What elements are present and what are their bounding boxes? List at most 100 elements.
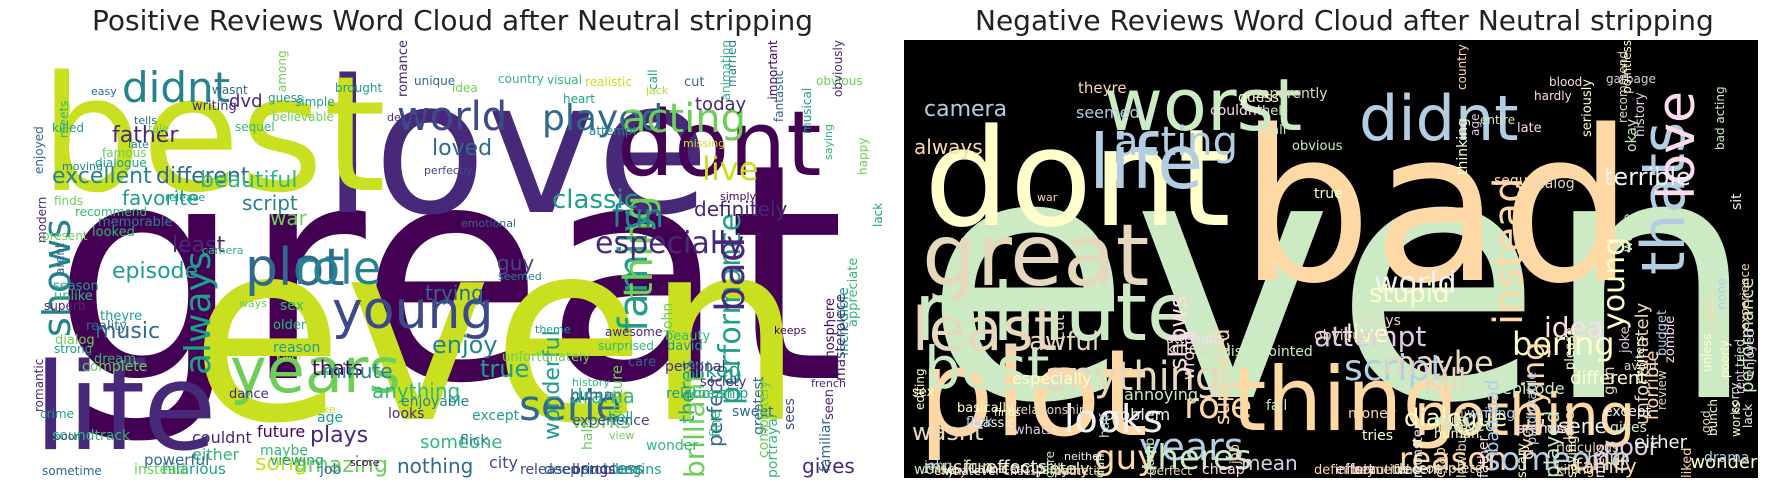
- negative-word-silly: silly: [1042, 462, 1069, 478]
- negative-word-none: none: [1715, 278, 1730, 310]
- positive-word-instead: instead: [134, 462, 186, 478]
- positive-word-dialogue: dialogue: [95, 156, 147, 170]
- positive-word-liked: liked: [694, 358, 741, 382]
- positive-word-portrayal: portrayal: [765, 414, 781, 478]
- negative-word-ridiculous: ridiculous: [1556, 441, 1619, 456]
- negative-word-instead: instead: [1486, 178, 1532, 326]
- negative-word-dull: dull: [1093, 454, 1108, 478]
- negative-word-money: money: [1348, 406, 1396, 422]
- negative-word-cut: cut: [1049, 315, 1068, 340]
- positive-word-thing: thing: [616, 195, 662, 298]
- positive-word-hell: hell: [608, 410, 633, 426]
- negative-word-always: always: [914, 135, 983, 159]
- positive-word-looks: looks: [388, 406, 424, 422]
- positive-word-thats: thats: [312, 356, 363, 380]
- positive-word-sometime: sometime: [42, 464, 102, 478]
- positive-word-dont: dont: [617, 92, 822, 197]
- negative-word-plot: plot: [918, 325, 1148, 464]
- negative-word-looks: looks: [1064, 397, 1163, 441]
- positive-word-jack: jack: [645, 84, 669, 97]
- negative-cloud-title: Negative Reviews Word Cloud after Neutra…: [975, 4, 1714, 37]
- positive-word-music: music: [95, 319, 160, 344]
- negative-word-theyre: theyre: [1078, 79, 1127, 97]
- negative-word-killer: killer: [1562, 406, 1578, 440]
- negative-word-cloud: even bad dont plot thing great minute life worst…: [904, 40, 1758, 478]
- positive-word-dance: dance: [229, 387, 269, 402]
- positive-word-live: live: [702, 150, 758, 188]
- positive-word-reality: reality: [86, 319, 127, 334]
- positive-word-half: half: [580, 423, 596, 450]
- negative-word-role: role: [1184, 386, 1252, 427]
- positive-word-married: married: [725, 40, 739, 87]
- positive-word-seemed: seemed: [498, 270, 542, 283]
- negative-word-someone: someone: [1484, 440, 1631, 478]
- positive-word-theyre: theyre: [100, 309, 142, 324]
- positive-word-brought: brought: [335, 81, 382, 95]
- positive-word-acting: acting: [622, 96, 746, 142]
- positive-word-saying: saying: [822, 124, 835, 160]
- positive-word-perfectly: perfectly: [424, 164, 473, 177]
- positive-word-greatest: greatest: [751, 376, 767, 435]
- positive-word-strong: strong: [54, 342, 92, 356]
- negative-word-works: works: [1729, 402, 1743, 437]
- positive-word-future: future: [257, 422, 305, 441]
- positive-word-theres: theres: [675, 360, 699, 423]
- negative-word-sorry: sorry: [1728, 383, 1742, 413]
- positive-word-loved: loved: [432, 136, 492, 161]
- negative-word-music: music: [924, 457, 977, 478]
- positive-word-fun: fun: [612, 197, 664, 235]
- positive-word-city: city: [489, 453, 518, 472]
- negative-word-especially: especially: [1012, 369, 1092, 388]
- negative-word-horrible: horrible: [1642, 351, 1663, 420]
- positive-word-french: french: [811, 377, 846, 390]
- positive-word-mean: mean: [693, 386, 733, 402]
- negative-word-relationship: relationship: [1016, 403, 1087, 417]
- positive-word-shows: shows: [35, 219, 79, 337]
- negative-word-even: even: [923, 82, 1758, 478]
- negative-word-gives: gives: [1610, 420, 1647, 436]
- negative-word-classic: classic: [972, 416, 1015, 431]
- negative-word-either: either: [1634, 432, 1688, 453]
- positive-word-world: world: [397, 94, 507, 140]
- negative-word-performance: performance: [1737, 278, 1758, 393]
- negative-word-monster: monster: [1411, 423, 1426, 478]
- positive-word-realistic: realistic: [585, 75, 632, 89]
- positive-word-excellent: excellent: [52, 164, 152, 189]
- positive-word-famous: famous: [102, 146, 146, 160]
- positive-word-relationship: relationship: [666, 386, 748, 402]
- positive-word-atmosphere: atmosphere: [823, 298, 838, 376]
- positive-word-years: years: [230, 334, 401, 407]
- negative-word-waste: waste: [1621, 214, 1636, 252]
- positive-word-gives: gives: [802, 454, 855, 478]
- positive-word-played: played: [542, 98, 663, 139]
- negative-word-couldnt: couldnt: [1210, 103, 1263, 119]
- negative-word-sometime: sometime: [1356, 463, 1421, 478]
- negative-word-young: young: [1597, 237, 1632, 330]
- negative-word-experience: experience: [1738, 263, 1752, 330]
- negative-word-please: please: [1563, 327, 1578, 370]
- positive-word-guess: guess: [268, 91, 303, 105]
- positive-word-deserve: deserve: [387, 111, 431, 124]
- negative-word-least: least: [912, 295, 1057, 365]
- positive-word-best: best: [40, 41, 386, 228]
- negative-word-enjoyed: enjoyed: [1743, 329, 1757, 377]
- negative-word-complete: complete: [1418, 461, 1483, 477]
- positive-word-fine: fine: [708, 411, 724, 437]
- positive-word-poor: poor: [54, 430, 79, 443]
- positive-word-drama: drama: [570, 384, 635, 408]
- positive-word-ways: ways: [239, 297, 267, 310]
- negative-word-true: true: [1314, 186, 1343, 202]
- negative-word-played: played: [1540, 411, 1564, 478]
- negative-word-hell: hell: [1262, 104, 1285, 119]
- negative-word-plays: plays: [1364, 313, 1401, 329]
- positive-word-effects: effects: [59, 103, 73, 144]
- positive-word-among: among: [275, 50, 289, 92]
- negative-word-love: love: [1647, 91, 1707, 200]
- positive-word-script: script: [242, 191, 298, 215]
- negative-word-job: job: [1228, 444, 1243, 465]
- negative-word-maybe: maybe: [1384, 344, 1494, 382]
- negative-word-whatever: whatever: [944, 464, 1000, 478]
- negative-word-bad-acting: bad acting: [1713, 86, 1727, 150]
- negative-word-annoying: annoying: [1124, 385, 1198, 404]
